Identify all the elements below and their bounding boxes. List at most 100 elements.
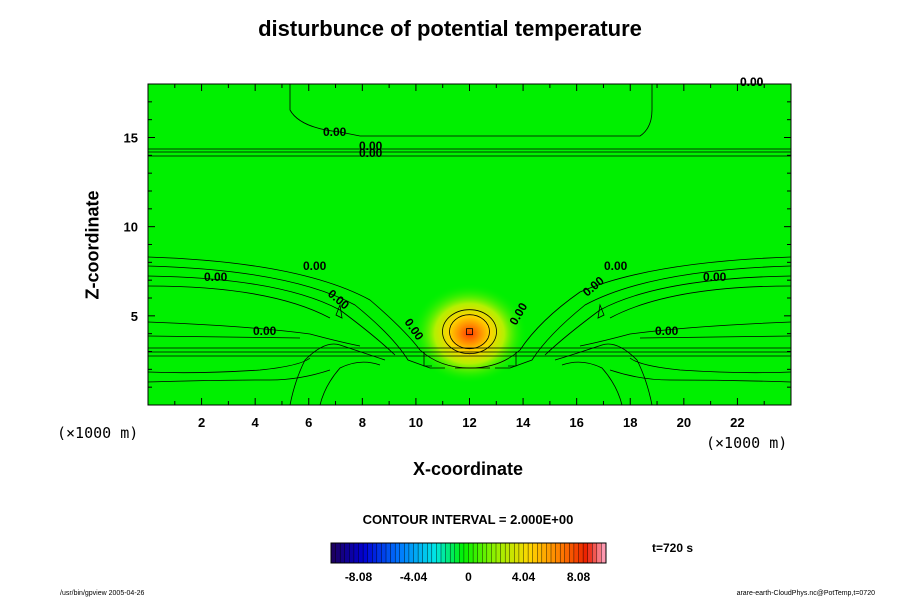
x-tick-label: 18 <box>623 415 637 430</box>
colorbar-segment <box>509 542 515 564</box>
x-tick-label: 4 <box>252 415 260 430</box>
contour-line <box>442 309 497 355</box>
colorbar-segment <box>353 542 359 564</box>
contour-label: 0.00 <box>323 125 347 139</box>
colorbar-segment <box>486 542 492 564</box>
plot-area <box>148 84 791 405</box>
colorbar-segment <box>500 542 506 564</box>
contour-line <box>335 303 343 319</box>
colorbar-segment <box>330 542 337 564</box>
x-axis-unit: (×1000 m) <box>57 424 139 442</box>
colorbar-segment <box>477 542 483 564</box>
colorbar-segment <box>518 542 525 564</box>
contour-line <box>423 352 432 367</box>
colorbar-segment <box>495 542 502 564</box>
colorbar-segment <box>592 542 598 564</box>
footer-command: /usr/bin/gpview 2005-04-26 <box>60 590 145 597</box>
x-tick-label: 14 <box>516 415 531 430</box>
contour-label: 0.00 <box>655 324 679 338</box>
colorbar-segment <box>504 542 511 564</box>
colorbar-tick-label: -8.08 <box>345 570 373 584</box>
colorbar-segment <box>422 542 428 564</box>
colorbar-segment <box>436 542 442 564</box>
colorbar-segment <box>404 542 410 564</box>
axes: 2 4 6 8 10 12 14 16 18 20 22 5 10 15 <box>124 83 792 430</box>
colorbar-segment <box>385 542 392 564</box>
contour-label: 0.00 <box>740 75 764 89</box>
colorbar-segment <box>468 542 474 564</box>
colorbar-segment <box>573 542 580 564</box>
colorbar-segment <box>527 542 534 564</box>
contour-line <box>147 265 445 369</box>
contour-line <box>579 321 792 347</box>
contour-interval-label: CONTOUR INTERVAL = 2.000E+00 <box>362 512 574 527</box>
colorbar-segment <box>523 542 529 564</box>
contour-lines <box>147 84 792 406</box>
colorbar-segment <box>550 542 557 564</box>
contour-label: 0.00 <box>303 259 327 273</box>
x-tick-label: 16 <box>569 415 583 430</box>
colorbar-segment <box>578 542 584 564</box>
colorbar-segment <box>596 542 602 564</box>
contour-line <box>609 369 792 383</box>
colorbar-segment <box>569 542 575 564</box>
x-tick-label: 20 <box>677 415 691 430</box>
colorbar-segment <box>362 542 369 564</box>
colorbar-segment <box>555 542 561 564</box>
contour-line <box>554 343 653 406</box>
colorbar-tick-label: 8.08 <box>567 570 591 584</box>
contour-line <box>147 321 361 347</box>
colorbar-segment <box>440 542 447 564</box>
chart-title: disturbunce of potential temperature <box>258 16 642 41</box>
contour-label: 0.00 <box>604 259 628 273</box>
colorbar-segment <box>349 542 355 564</box>
x-tick-label: 6 <box>305 415 312 430</box>
y-tick-label: 15 <box>124 131 138 146</box>
contour-line <box>597 303 605 319</box>
colorbar: -8.08 -4.04 0 4.04 8.08 <box>330 542 607 584</box>
colorbar-segment <box>491 542 497 564</box>
contour-line <box>561 361 623 406</box>
colorbar-segment <box>454 542 460 564</box>
colorbar-segment <box>335 542 341 564</box>
colorbar-segment <box>344 542 350 564</box>
contour-line <box>629 357 792 374</box>
colorbar-segment <box>482 542 488 564</box>
colorbar-segment <box>427 542 433 564</box>
colorbar-segment <box>564 542 570 564</box>
contour-line <box>147 285 331 319</box>
contour-label: 0.00 <box>204 270 228 284</box>
contour-line <box>544 275 792 356</box>
x-tick-label: 22 <box>730 415 744 430</box>
x-tick-label: 12 <box>462 415 476 430</box>
colorbar-segment <box>413 542 419 564</box>
colorbar-segment <box>463 542 469 564</box>
colorbar-segment <box>541 542 547 564</box>
colorbar-segment <box>559 542 566 564</box>
footer-source: arare-earth-CloudPhys.nc@PotTemp,t=0720 <box>736 590 875 597</box>
y-axis-unit: (×1000 m) <box>706 434 788 452</box>
contour-label: 0.00 <box>703 270 727 284</box>
colorbar-segment <box>408 542 414 564</box>
colorbar-segment <box>372 542 378 564</box>
contour-line <box>147 275 396 356</box>
y-axis-label: Z-coordinate <box>82 190 103 300</box>
colorbar-segment <box>532 542 538 564</box>
contour-line <box>639 335 792 339</box>
y-tick-label: 10 <box>124 220 138 235</box>
colorbar-segment <box>546 542 552 564</box>
colorbar-segment <box>417 542 424 564</box>
colorbar-segment <box>376 542 382 564</box>
colorbar-frame <box>330 542 607 564</box>
x-tick-label: 2 <box>198 415 205 430</box>
contour-line <box>147 357 311 374</box>
contour-line <box>466 328 473 336</box>
colorbar-segment <box>459 542 465 564</box>
temperature-anomaly <box>411 283 528 384</box>
colorbar-segment <box>358 542 364 564</box>
contour-label: 0.00 <box>253 324 277 338</box>
contour-line <box>609 285 792 319</box>
colorbar-segment <box>381 542 387 564</box>
colorbar-segment <box>390 542 396 564</box>
